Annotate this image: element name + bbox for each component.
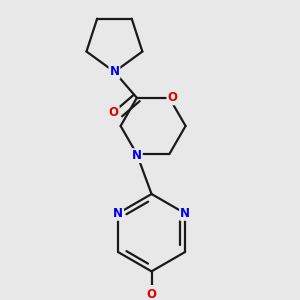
- Text: O: O: [109, 106, 119, 119]
- Text: N: N: [132, 149, 142, 162]
- Text: O: O: [146, 288, 157, 300]
- Text: N: N: [113, 207, 123, 220]
- Text: N: N: [110, 65, 119, 78]
- Text: N: N: [180, 207, 190, 220]
- Text: O: O: [167, 91, 177, 104]
